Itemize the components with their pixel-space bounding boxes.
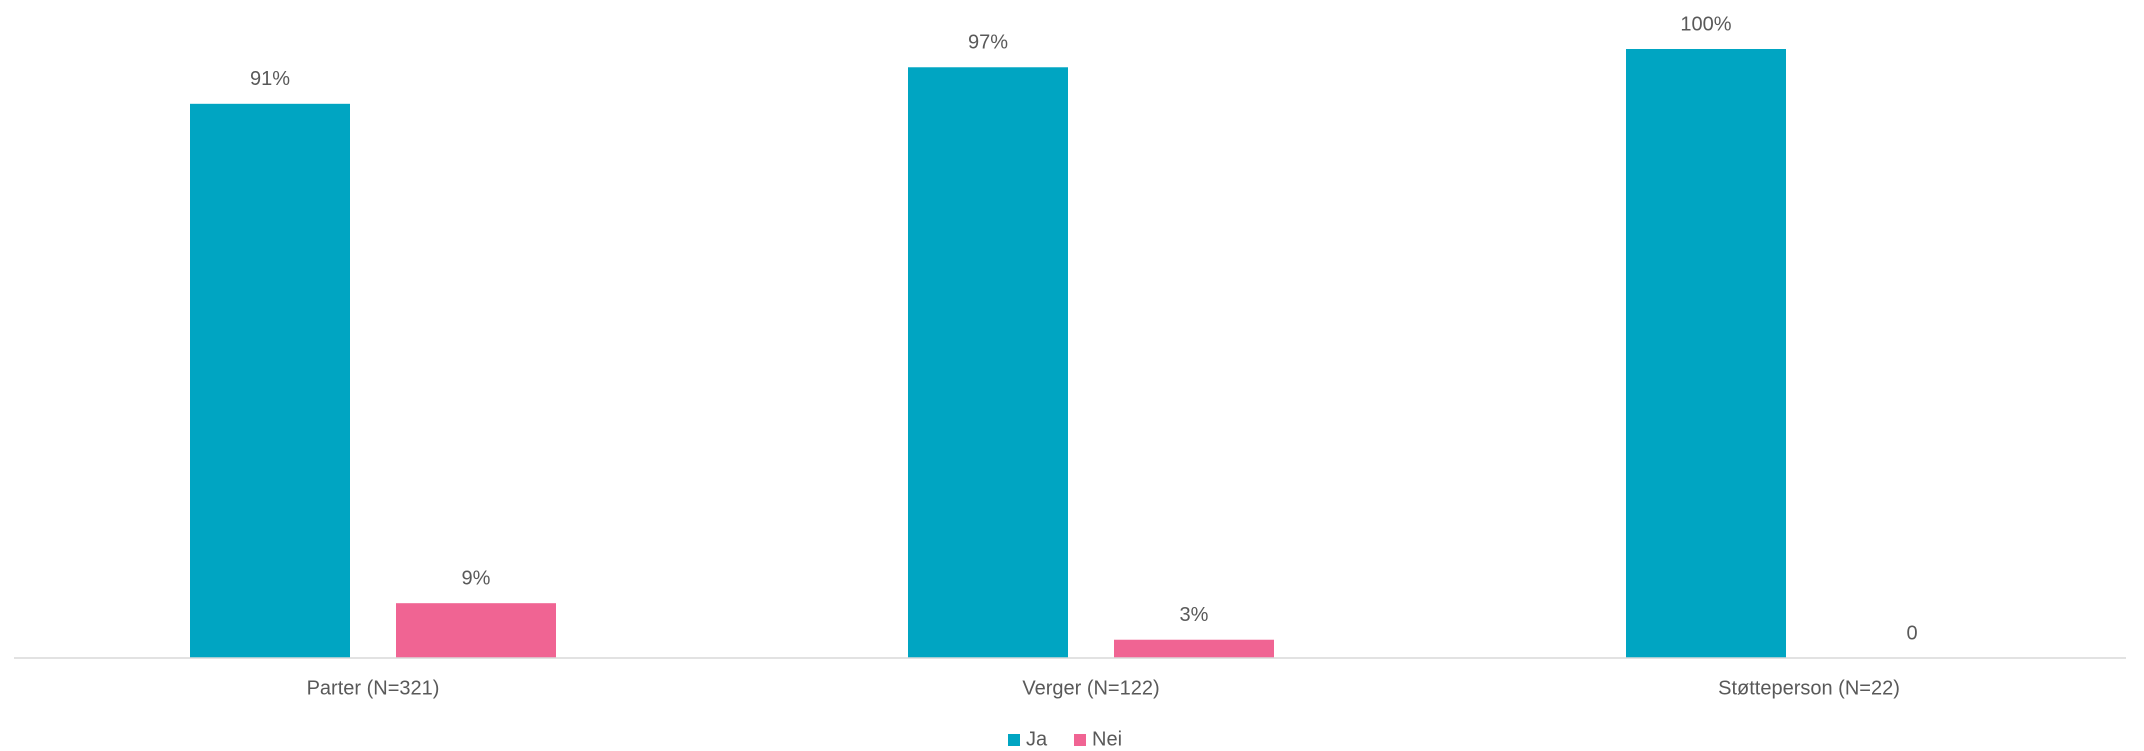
data-label: 100%: [1680, 13, 1731, 35]
bar: [1114, 639, 1274, 658]
bar: [190, 103, 350, 658]
bar: [908, 67, 1068, 658]
data-label: 9%: [462, 567, 491, 589]
bar: [396, 603, 556, 658]
legend-swatch: [1074, 734, 1086, 746]
x-tick-label: Verger (N=122): [1022, 677, 1159, 699]
legend-label: Nei: [1092, 728, 1122, 750]
data-label: 3%: [1180, 604, 1209, 626]
x-tick-label: Parter (N=321): [307, 677, 440, 699]
legend-label: Ja: [1026, 728, 1048, 750]
x-tick-label: Støtteperson (N=22): [1718, 677, 1900, 699]
data-label: 0: [1906, 622, 1917, 644]
data-label: 91%: [250, 68, 290, 90]
data-label: 97%: [968, 32, 1008, 54]
bar: [1626, 49, 1786, 658]
legend-swatch: [1008, 734, 1020, 746]
